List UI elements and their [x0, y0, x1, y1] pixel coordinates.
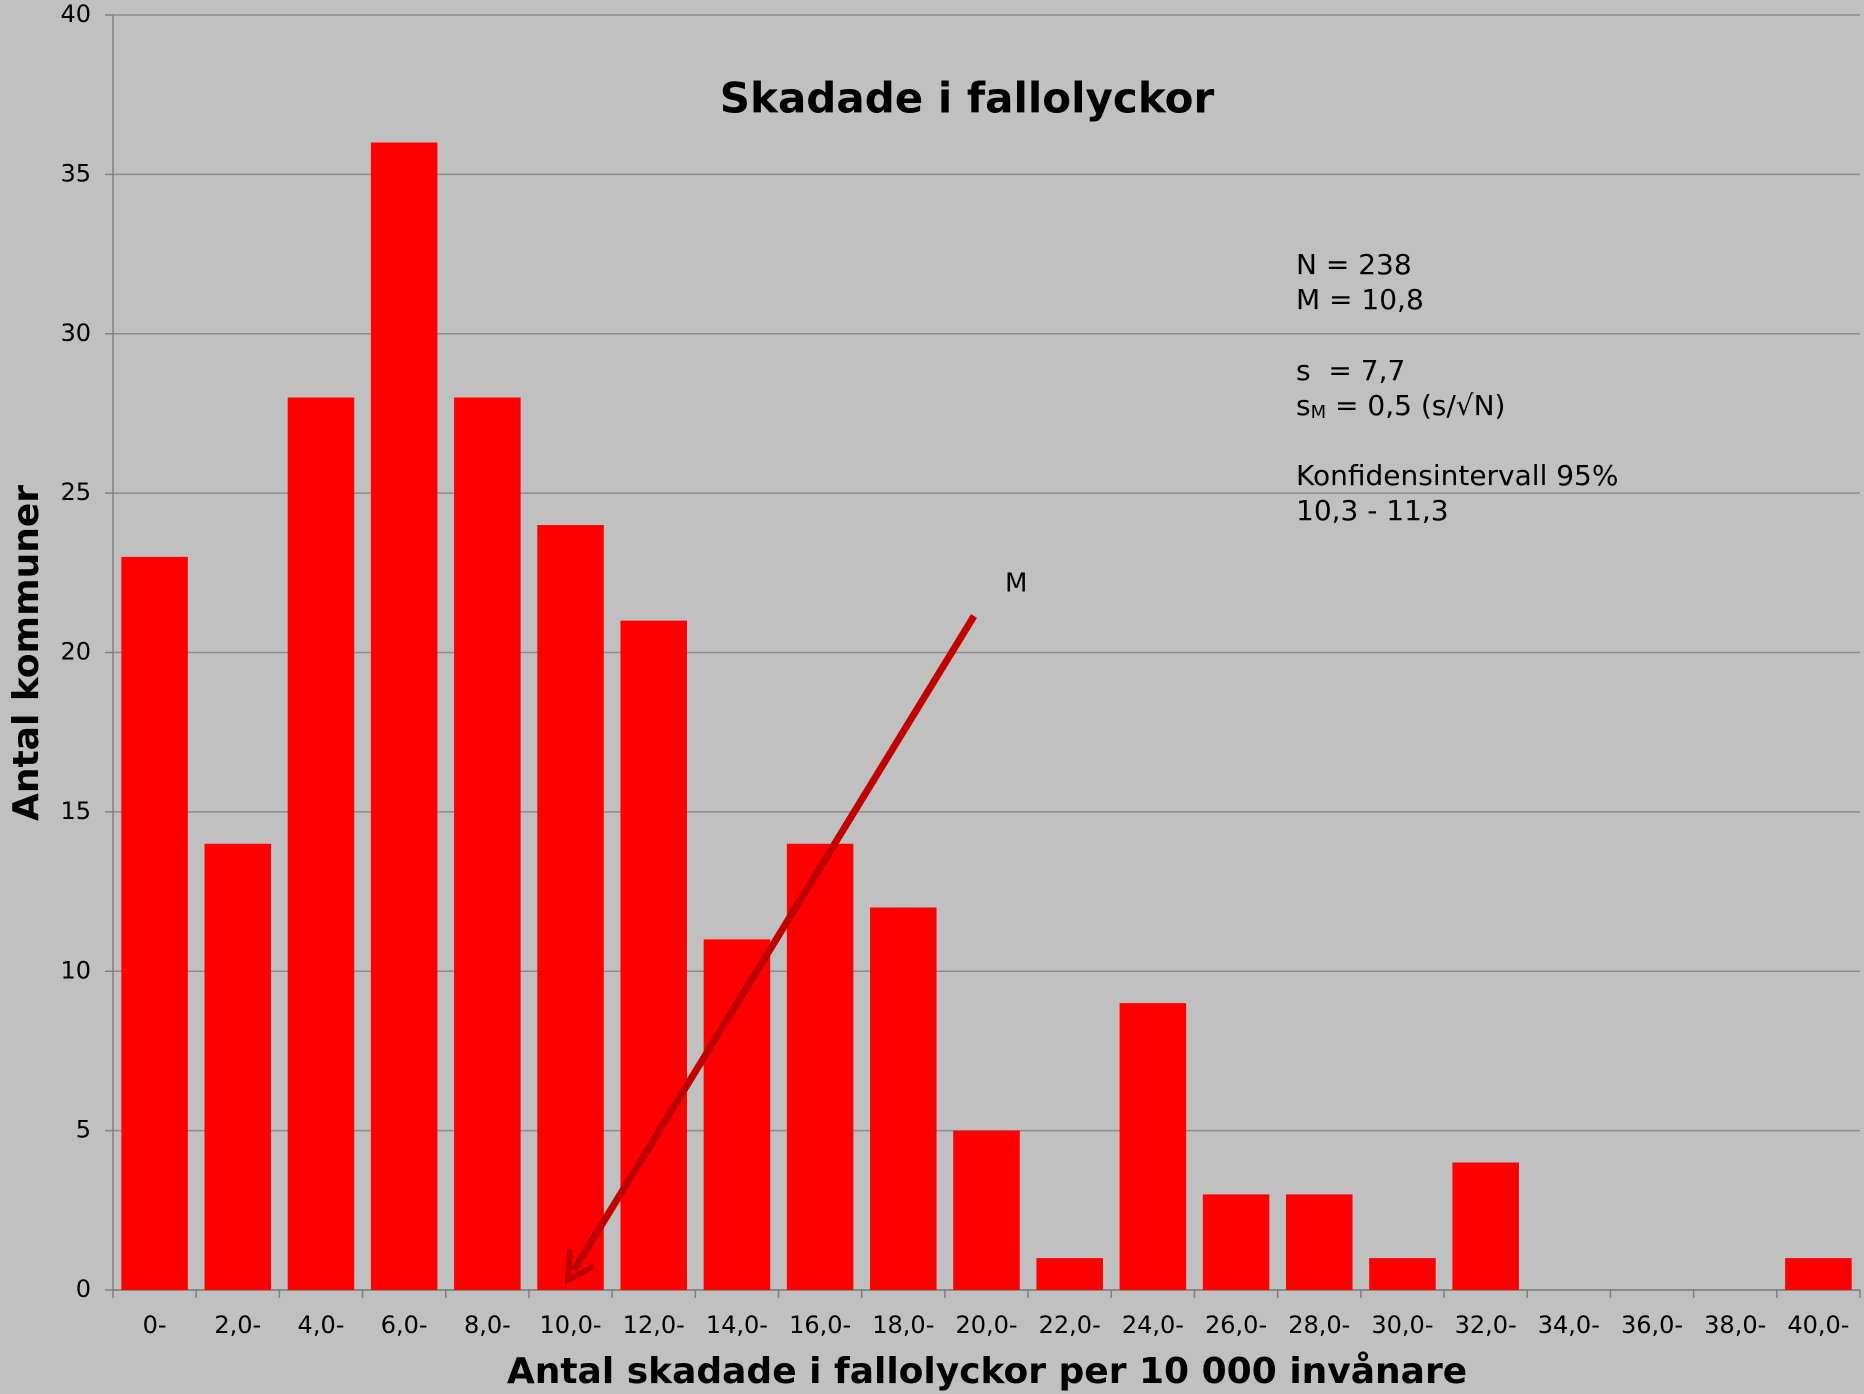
stat-m: M = 10,8 — [1296, 283, 1424, 316]
x-tick-label: 18,0- — [872, 1311, 934, 1339]
arrow-shaft — [571, 614, 977, 1272]
stat-ci-label: Konfidensintervall 95% — [1296, 459, 1618, 492]
stat-sm-rest: = 0,5 (s/√N) — [1326, 389, 1505, 422]
x-tick-label: 30,0- — [1371, 1311, 1433, 1339]
stat-sm-sub: M — [1311, 402, 1327, 423]
x-tick-label: 16,0- — [789, 1311, 851, 1339]
stat-sm: sM = 0,5 (s/√N) — [1296, 389, 1505, 423]
bar — [1369, 1258, 1436, 1290]
x-axis-label: Antal skadade i fallolyckor per 10 000 i… — [507, 1351, 1467, 1392]
bar — [287, 397, 355, 1290]
bar — [1452, 1162, 1519, 1290]
y-tick-label: 30 — [60, 319, 91, 347]
bar — [121, 556, 188, 1290]
stat-s: s = 7,7 — [1296, 354, 1405, 387]
bar — [1785, 1258, 1852, 1290]
bar — [1119, 1003, 1187, 1290]
x-tick-label: 32,0- — [1455, 1311, 1517, 1339]
bar — [786, 843, 854, 1290]
bar — [953, 1130, 1020, 1290]
y-tick-label: 35 — [60, 159, 91, 187]
x-tick-label: 14,0- — [706, 1311, 768, 1339]
arrow-label: M — [1005, 569, 1027, 599]
bar — [703, 939, 771, 1290]
x-tick-label: 20,0- — [955, 1311, 1017, 1339]
bars — [121, 142, 1852, 1290]
x-tick-label: 24,0- — [1122, 1311, 1184, 1339]
x-tick-label: 10,0- — [539, 1311, 601, 1339]
x-tick-label: 4,0- — [298, 1311, 345, 1339]
x-tick-label: 0- — [143, 1311, 167, 1339]
x-tick-label: 36,0- — [1621, 1311, 1683, 1339]
y-tick-label: 0 — [76, 1275, 91, 1303]
stats-annotation: N = 238 M = 10,8 s = 7,7 sM = 0,5 (s/√N)… — [1296, 248, 1618, 527]
stat-n: N = 238 — [1296, 248, 1412, 281]
bar — [1202, 1194, 1270, 1290]
y-axis-label: Antal kommuner — [6, 485, 47, 821]
x-tick-label: 28,0- — [1288, 1311, 1350, 1339]
x-tick-label: 12,0- — [623, 1311, 685, 1339]
bar — [1285, 1194, 1353, 1290]
bar — [370, 142, 438, 1290]
stat-ci: 10,3 - 11,3 — [1296, 494, 1449, 527]
x-tick-label: 22,0- — [1039, 1311, 1101, 1339]
bar — [537, 525, 604, 1290]
x-tick-label: 2,0- — [214, 1311, 261, 1339]
y-tick-label: 10 — [60, 956, 91, 984]
y-tick-label: 40 — [60, 0, 91, 28]
x-tick-label: 26,0- — [1205, 1311, 1267, 1339]
bar — [620, 620, 688, 1290]
bar — [870, 907, 937, 1290]
bar — [454, 397, 521, 1290]
bar — [204, 843, 272, 1290]
chart-title: Skadade i fallolyckor — [720, 74, 1215, 123]
mean-arrow: M — [564, 569, 1027, 1286]
y-tick-label: 20 — [60, 638, 91, 666]
stat-sm-base: s — [1296, 389, 1311, 422]
x-tick-label: 38,0- — [1704, 1311, 1766, 1339]
x-tick-label: 40,0- — [1787, 1311, 1849, 1339]
x-tick-label: 34,0- — [1538, 1311, 1600, 1339]
y-tick-label: 15 — [60, 797, 91, 825]
bar — [1036, 1258, 1103, 1290]
y-tick-label: 25 — [60, 478, 91, 506]
y-tick-label: 5 — [76, 1116, 91, 1144]
x-tick-label: 8,0- — [464, 1311, 511, 1339]
arrow-head — [564, 1249, 596, 1286]
x-tick-label: 6,0- — [381, 1311, 428, 1339]
